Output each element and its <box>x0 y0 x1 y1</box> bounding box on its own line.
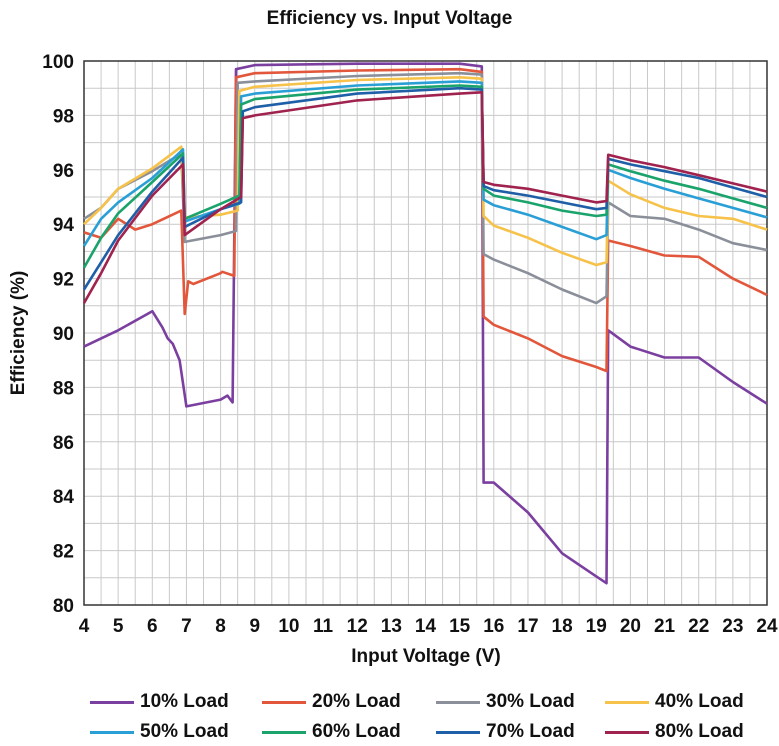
legend-item: 40% Load <box>605 690 744 714</box>
legend-label: 80% Load <box>655 721 744 742</box>
x-tick-label: 23 <box>722 616 743 637</box>
legend-swatch <box>262 730 306 734</box>
legend-swatch <box>605 700 649 704</box>
series-line-20-load <box>83 67 768 373</box>
x-tick-label: 7 <box>181 616 192 637</box>
x-tick-label: 4 <box>79 616 90 637</box>
x-tick-label: 5 <box>113 616 124 637</box>
y-tick-label: 84 <box>53 487 75 508</box>
x-tick-label: 15 <box>449 616 471 637</box>
x-tick-label: 14 <box>415 616 437 637</box>
chart-title: Efficiency vs. Input Voltage <box>266 8 513 29</box>
y-tick-label: 94 <box>53 215 75 236</box>
legend-label: 50% Load <box>140 721 229 742</box>
legend-item: 50% Load <box>90 720 229 744</box>
legend-label: 20% Load <box>312 691 401 712</box>
y-tick-label: 82 <box>53 542 74 563</box>
y-tick-label: 100 <box>42 52 74 73</box>
legend-swatch <box>262 700 306 704</box>
series-line-70-load <box>82 86 768 291</box>
x-tick-label: 10 <box>278 616 299 637</box>
x-tick-label: 9 <box>249 616 260 637</box>
series-line-50-load <box>82 80 768 247</box>
series-line-60-load <box>82 84 768 269</box>
legend-swatch <box>605 730 649 734</box>
x-tick-label: 11 <box>313 616 334 637</box>
x-tick-label: 19 <box>586 616 607 637</box>
x-tick-label: 13 <box>381 616 402 637</box>
legend-item: 70% Load <box>436 720 575 744</box>
legend-label: 10% Load <box>140 691 229 712</box>
legend-item: 80% Load <box>605 720 744 744</box>
x-tick-label: 12 <box>347 616 368 637</box>
legend-item: 30% Load <box>436 690 575 714</box>
y-tick-label: 96 <box>53 161 74 182</box>
x-tick-label: 20 <box>620 616 641 637</box>
x-tick-label: 22 <box>688 616 709 637</box>
legend-swatch <box>436 730 480 734</box>
series-line-10-load <box>83 62 768 585</box>
y-tick-label: 80 <box>53 596 74 617</box>
x-tick-label: 18 <box>552 616 573 637</box>
x-tick-label: 6 <box>147 616 158 637</box>
y-tick-label: 90 <box>53 324 74 345</box>
y-tick-label: 98 <box>53 106 74 127</box>
x-tick-label: 24 <box>756 616 778 637</box>
y-tick-label: 86 <box>53 433 74 454</box>
legend-item: 20% Load <box>262 690 401 714</box>
y-tick-label: 88 <box>53 378 74 399</box>
y-tick-label: 92 <box>53 270 74 291</box>
legend-swatch <box>436 700 480 704</box>
legend-label: 60% Load <box>312 721 401 742</box>
legend-swatch <box>90 730 134 734</box>
legend-label: 30% Load <box>486 691 575 712</box>
x-tick-label: 16 <box>483 616 504 637</box>
x-tick-label: 8 <box>215 616 226 637</box>
x-tick-label: 21 <box>654 616 676 637</box>
legend-swatch <box>90 700 134 704</box>
legend-item: 60% Load <box>262 720 401 744</box>
legend-item: 10% Load <box>90 690 229 714</box>
series-line-40-load <box>83 76 768 267</box>
plot-frame <box>83 60 768 606</box>
legend-label: 70% Load <box>486 721 575 742</box>
x-tick-label: 17 <box>517 616 538 637</box>
y-axis-label: Efficiency (%) <box>8 270 29 396</box>
legend-label: 40% Load <box>655 691 744 712</box>
series-line-80-load <box>82 91 768 304</box>
x-axis-label: Input Voltage (V) <box>351 646 501 667</box>
